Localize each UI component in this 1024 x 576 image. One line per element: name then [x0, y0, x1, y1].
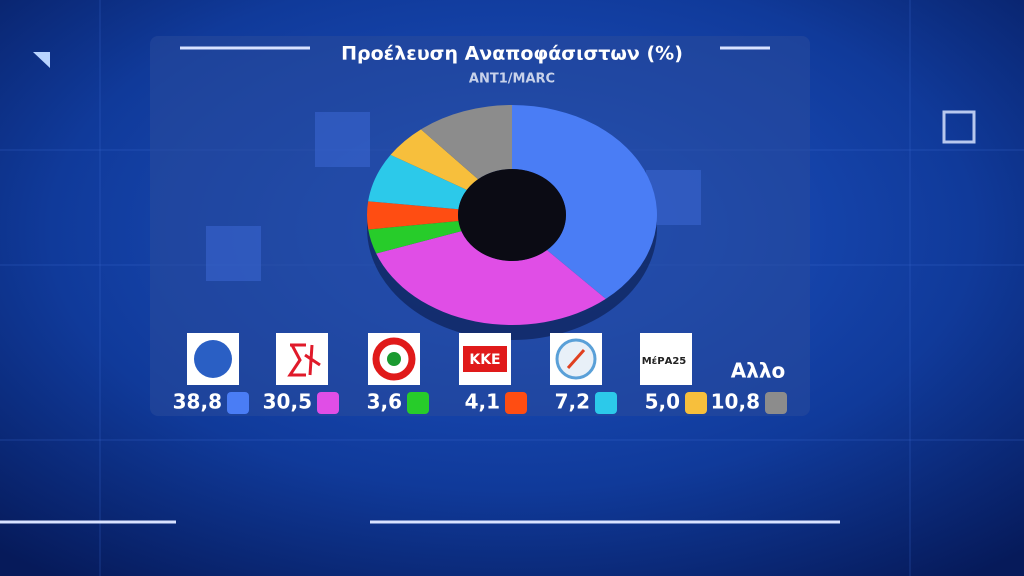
legend: 38,8 30,5 3,6 4,1 7,2 5,0 Αλλο 10,8: [173, 359, 787, 414]
deco-square: [206, 226, 261, 281]
logo-kke-text: ΚΚΕ: [469, 352, 500, 368]
logo-mera25: [640, 333, 692, 385]
value-label: 4,1: [465, 390, 500, 414]
pie-slice: [376, 231, 606, 326]
logos: ΚΚΕ ΜέΡΑ25: [187, 333, 692, 385]
legend-swatch: [317, 392, 339, 414]
chart-title: Προέλευση Αναποφάσιστων (%): [341, 43, 683, 65]
logo-mera25-text: ΜέΡΑ25: [642, 355, 687, 367]
pie-slice: [368, 221, 462, 254]
chart-subtitle: ANT1/MARC: [469, 72, 555, 87]
logo-pasok-mark: [372, 337, 416, 381]
value-label: 38,8: [173, 390, 222, 414]
deco-frame: [942, 110, 976, 144]
value-label: 3,6: [367, 390, 402, 414]
logo-kke-mark: [463, 346, 507, 372]
deco-arrow: [33, 52, 50, 68]
legend-swatch: [407, 392, 429, 414]
legend-swatch: [505, 392, 527, 414]
slices: [367, 105, 658, 326]
pie-slice: [390, 129, 479, 190]
logo-elliniki-lysi-mark: [566, 349, 586, 369]
deco-lines: [0, 46, 840, 524]
logo-syriza: [276, 333, 328, 385]
deco-square: [315, 112, 370, 167]
pie-slice: [420, 105, 512, 180]
logo-pasok-mark: [387, 352, 401, 366]
pie-slice: [368, 154, 467, 210]
value-label: 7,2: [555, 390, 590, 414]
value-label: 30,5: [263, 390, 312, 414]
legend-swatch: [765, 392, 787, 414]
pie-slice: [512, 105, 658, 299]
legend-swatch: [595, 392, 617, 414]
donut-hole: [458, 169, 566, 261]
logo-syriza-mark: [287, 343, 321, 377]
pie-slice: [367, 201, 459, 230]
logo-nd-mark: [194, 340, 232, 378]
legend-label: Αλλο: [731, 359, 786, 383]
value-label: 5,0: [645, 390, 680, 414]
value-label: 10,8: [711, 390, 760, 414]
legend-swatch: [227, 392, 249, 414]
legend-swatch: [685, 392, 707, 414]
